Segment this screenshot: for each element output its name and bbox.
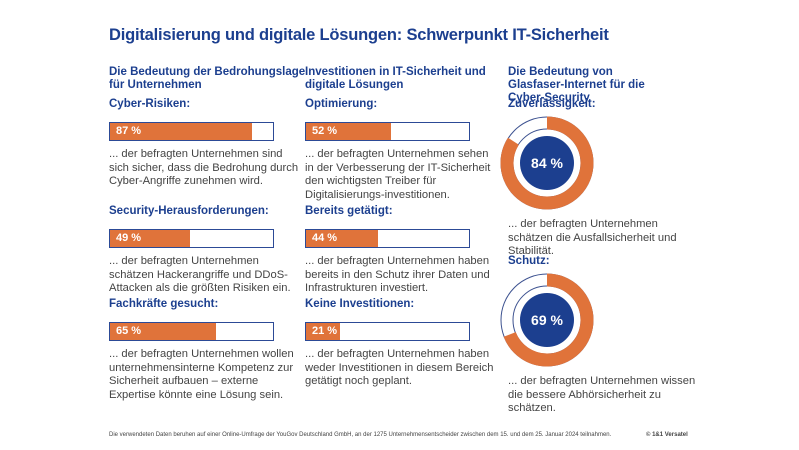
page-title: Digitalisierung und digitale Lösungen: S… [109, 26, 609, 44]
donut-center [520, 293, 574, 347]
donut-value: 84 % [531, 155, 563, 171]
item-description: ... der befragten Unternehmen wissen die… [508, 375, 696, 414]
progress-bar: 44 % [305, 229, 470, 248]
item-description: ... der befragten Unternehmen wollen unt… [109, 348, 294, 401]
item-label: Optimierung: [305, 98, 378, 110]
progress-fill: 52 % [306, 123, 391, 140]
item-description: ... der befragten Unternehmen haben bere… [305, 255, 490, 294]
item-description: ... der befragten Unternehmen haben wede… [305, 348, 494, 387]
progress-fill: 87 % [110, 123, 252, 140]
progress-bar: 65 % [109, 322, 274, 341]
donut-fill-arc [500, 273, 594, 367]
progress-fill: 21 % [306, 323, 341, 340]
donut-chart: 84 % [500, 116, 594, 210]
item-label: Fachkräfte gesucht: [109, 298, 219, 310]
footer-note: Die verwendeten Daten beruhen auf einer … [109, 432, 612, 438]
item-label: Keine Investitionen: [305, 298, 415, 310]
item-label: Schutz: [508, 255, 550, 267]
progress-fill: 44 % [306, 230, 378, 247]
progress-fill: 49 % [110, 230, 190, 247]
item-label: Bereits getätigt: [305, 205, 393, 217]
progress-fill: 65 % [110, 323, 216, 340]
item-description: ... der befragten Unternehmen sehen in d… [305, 148, 491, 201]
donut-chart: 69 % [500, 273, 594, 367]
item-label: Zuverlässigkeit: [508, 98, 596, 110]
donut-center [520, 136, 574, 190]
column-heading: Die Bedeutung von Glasfaser-Internet für… [508, 66, 645, 104]
donut-fill-arc [500, 116, 594, 210]
progress-bar: 87 % [109, 122, 274, 141]
item-description: ... der befragten Unternehmen schätzen H… [109, 255, 291, 294]
column-heading: Die Bedeutung der Bedrohungslage für Unt… [109, 66, 306, 91]
column-heading: Investitionen in IT-Sicherheit und digit… [305, 66, 486, 91]
progress-bar: 21 % [305, 322, 470, 341]
progress-bar: 52 % [305, 122, 470, 141]
item-description: ... der befragten Unternehmen schätzen d… [508, 218, 677, 257]
donut-value: 69 % [531, 312, 563, 328]
item-label: Cyber-Risiken: [109, 98, 191, 110]
copyright: © 1&1 Versatel [646, 432, 688, 438]
item-label: Security-Herausforderungen: [109, 205, 269, 217]
progress-bar: 49 % [109, 229, 274, 248]
item-description: ... der befragten Unternehmen sind sich … [109, 148, 299, 187]
